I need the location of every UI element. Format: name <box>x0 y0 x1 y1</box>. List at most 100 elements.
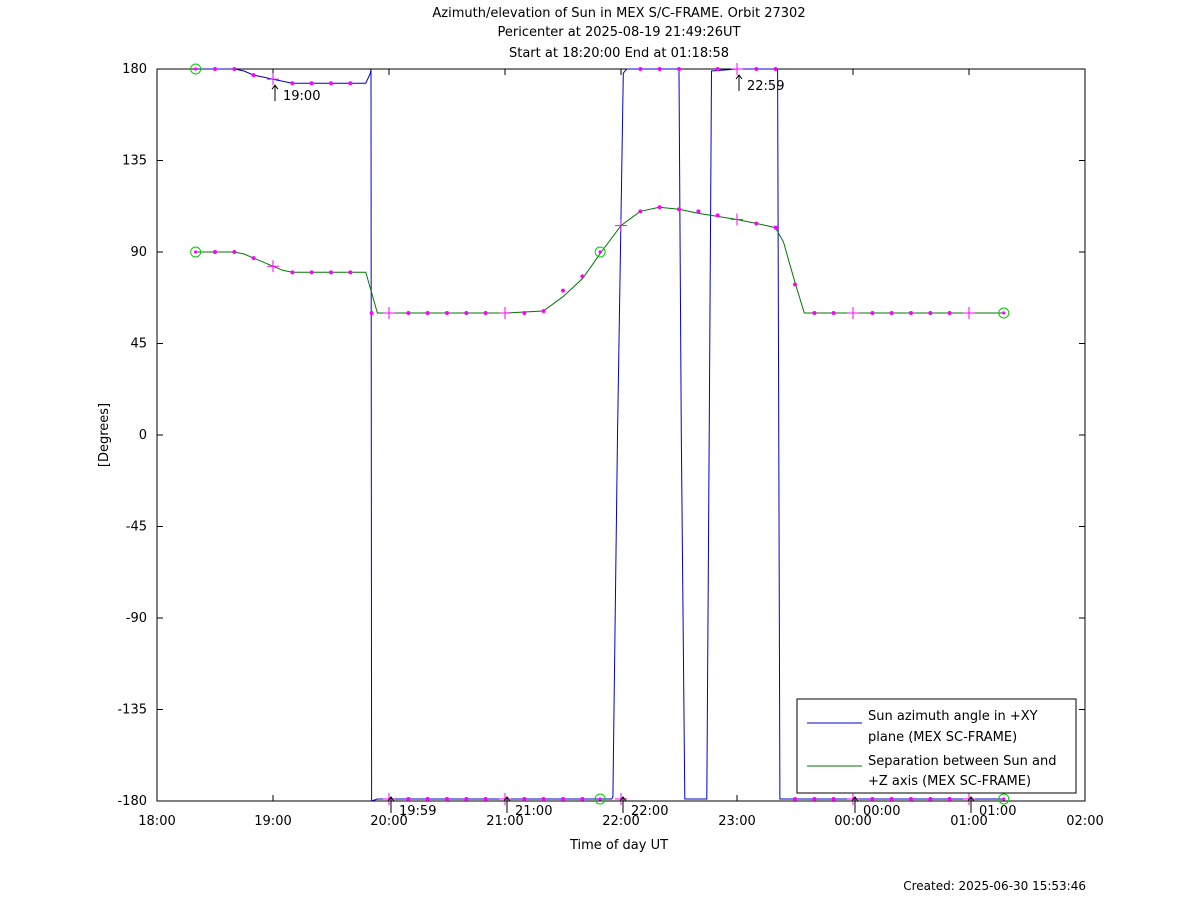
annotation-arrowhead <box>387 796 395 802</box>
y-tick-label: 135 <box>122 154 147 169</box>
y-tick-label: 45 <box>130 337 147 352</box>
annotation-arrowhead <box>735 74 743 80</box>
marker-dot <box>812 796 817 801</box>
marker-circle <box>190 63 202 75</box>
marker-dot <box>909 311 913 315</box>
legend-box <box>796 698 1077 794</box>
marker-dot <box>677 207 681 212</box>
marker-dot <box>561 288 565 293</box>
marker-dot <box>657 67 662 71</box>
y-tick-label: -45 <box>126 520 147 535</box>
marker-dot <box>677 67 681 71</box>
y-tick-label: 90 <box>130 245 147 260</box>
marker-dot <box>309 270 314 275</box>
marker-dot <box>773 225 778 230</box>
plot-frame <box>156 68 1086 802</box>
marker-dot <box>522 796 527 801</box>
axis-ticks: 18:00 19:00 20:00 21:00 22:00 23:00 00:00 01:00… <box>117 62 1103 829</box>
marker-dot <box>483 311 488 315</box>
x-tick-label: 02:00 <box>1066 814 1103 829</box>
y-tick-label: 180 <box>122 62 147 77</box>
y-tick-label: -135 <box>117 703 147 718</box>
marker-dot <box>1002 797 1006 801</box>
marker-dot <box>290 270 295 275</box>
y-tick-label: -180 <box>117 794 147 809</box>
annotation-label: 19:59 <box>399 804 436 819</box>
x-tick-label: 01:00 <box>950 814 987 829</box>
marker-dot <box>232 67 237 71</box>
marker-dot <box>889 796 894 801</box>
title-line-3: Start at 18:20:00 End at 01:18:58 <box>509 46 729 61</box>
marker-dot <box>369 311 374 315</box>
marker-dot <box>464 796 469 801</box>
series-lines <box>195 68 1004 802</box>
marker-dot <box>1002 311 1006 315</box>
chart-title: Azimuth/elevation of Sun in MEX S/C-FRAM… <box>432 6 805 61</box>
annotation-label: 01:00 <box>979 804 1016 819</box>
x-tick-label: 22:00 <box>602 814 639 829</box>
marker-dot <box>213 250 217 254</box>
marker-dot <box>812 311 817 315</box>
marker-dot <box>232 250 237 254</box>
marker-dot <box>793 796 797 801</box>
marker-circle <box>190 246 202 258</box>
marker-dot <box>870 311 875 315</box>
marker-dot <box>947 796 952 801</box>
marker-circle <box>998 793 1010 805</box>
marker-dot <box>580 274 585 279</box>
annotation-label: 22:59 <box>747 79 784 94</box>
x-tick-label: 00:00 <box>834 814 871 829</box>
marker-dot <box>638 209 643 214</box>
annotation-label: 19:00 <box>283 89 320 104</box>
marker-dot <box>406 796 411 801</box>
marker-dot <box>425 311 430 315</box>
marker-dot <box>598 797 602 801</box>
marker-dot <box>309 81 314 86</box>
marker-dot <box>445 796 449 801</box>
marker-dot <box>831 311 836 315</box>
marker-dot <box>251 256 256 261</box>
marker-dot <box>329 81 333 86</box>
marker-dot <box>715 213 720 218</box>
annotation-arrowhead <box>503 796 511 802</box>
x-axis-label: Time of day UT <box>569 838 668 853</box>
marker-dot <box>870 796 875 801</box>
time-annotations: 19:00 22:59 19:59 21:00 22:00 00:00 01:00 <box>271 74 1016 819</box>
marker-dot <box>947 311 952 315</box>
series-line-azimuth <box>195 68 1004 802</box>
y-tick-label: 0 <box>139 428 147 443</box>
marker-dot <box>638 67 643 71</box>
marker-dot <box>928 311 933 315</box>
marker-dot <box>445 311 449 315</box>
marker-dot <box>928 796 933 801</box>
marker-dot <box>773 67 778 71</box>
marker-dot <box>406 311 411 315</box>
x-tick-label: 21:00 <box>486 814 523 829</box>
marker-dot <box>251 73 256 78</box>
marker-dot <box>909 796 913 801</box>
marker-dot <box>754 221 759 226</box>
marker-dot <box>831 796 836 801</box>
x-tick-label: 20:00 <box>370 814 407 829</box>
marker-dot <box>522 311 527 315</box>
title-line-2: Pericenter at 2025-08-19 21:49:26UT <box>497 25 740 40</box>
y-axis-label: [Degrees] <box>97 403 112 467</box>
marker-dot <box>194 250 198 254</box>
marker-dot <box>194 67 198 71</box>
legend-label-azimuth-2: plane (MEX SC-FRAME) <box>868 730 1017 745</box>
marker-dot <box>541 796 546 801</box>
x-tick-label: 23:00 <box>718 814 755 829</box>
marker-dot <box>889 311 894 315</box>
legend-label-azimuth-1: Sun azimuth angle in +XY <box>868 709 1038 724</box>
legend: Sun azimuth angle in +XY plane (MEX SC-F… <box>796 698 1077 794</box>
annotation-arrowhead <box>271 84 279 90</box>
marker-dot <box>696 209 701 214</box>
marker-dot <box>793 282 797 287</box>
marker-dot <box>754 67 759 71</box>
marker-dot <box>348 270 353 275</box>
annotation-arrowhead <box>967 796 975 802</box>
marker-circle <box>594 793 606 805</box>
y-tick-label: -90 <box>126 611 147 626</box>
marker-dot <box>657 205 662 210</box>
